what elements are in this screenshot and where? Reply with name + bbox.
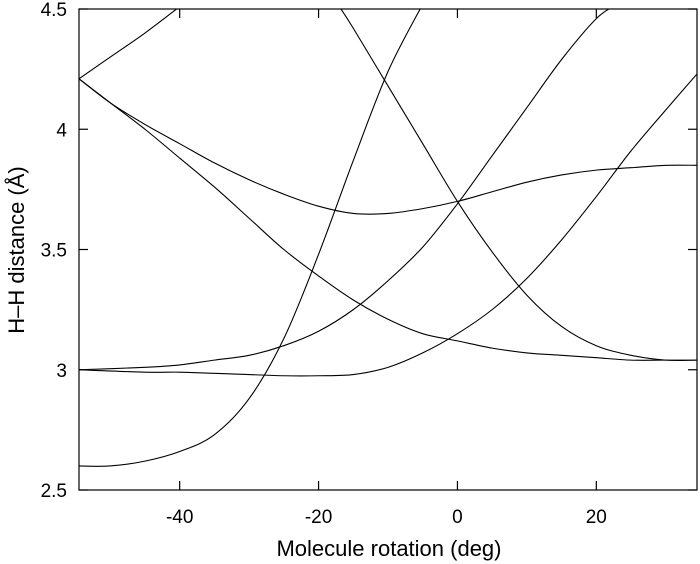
- series-line-4: [79, 9, 421, 467]
- series-line-1: [79, 9, 178, 80]
- y-tick-label: 3.5: [41, 241, 67, 262]
- y-tick-label: 2.5: [41, 481, 67, 502]
- series-line-3: [79, 78, 697, 361]
- series-line-5: [79, 9, 610, 371]
- tick-labels-layer: -40 -20 0 20 2.5 3 3.5 4 4.5: [41, 0, 607, 528]
- x-tick-label: -40: [166, 507, 193, 528]
- ticks-layer: [79, 8, 697, 491]
- plot-frame: [78, 8, 698, 491]
- series-line-7: [340, 9, 697, 362]
- series-line-2: [79, 78, 697, 215]
- x-tick-label: -20: [305, 507, 332, 528]
- y-axis-title: H–H distance (Å): [4, 166, 29, 334]
- series-layer: [79, 9, 697, 467]
- y-tick-label: 4.5: [41, 0, 67, 21]
- x-axis-title: Molecule rotation (deg): [276, 536, 501, 561]
- y-tick-label: 4: [56, 120, 67, 141]
- x-tick-label: 20: [586, 507, 607, 528]
- x-tick-label: 0: [452, 507, 463, 528]
- y-tick-label: 3: [56, 361, 67, 382]
- series-line-6: [79, 73, 697, 377]
